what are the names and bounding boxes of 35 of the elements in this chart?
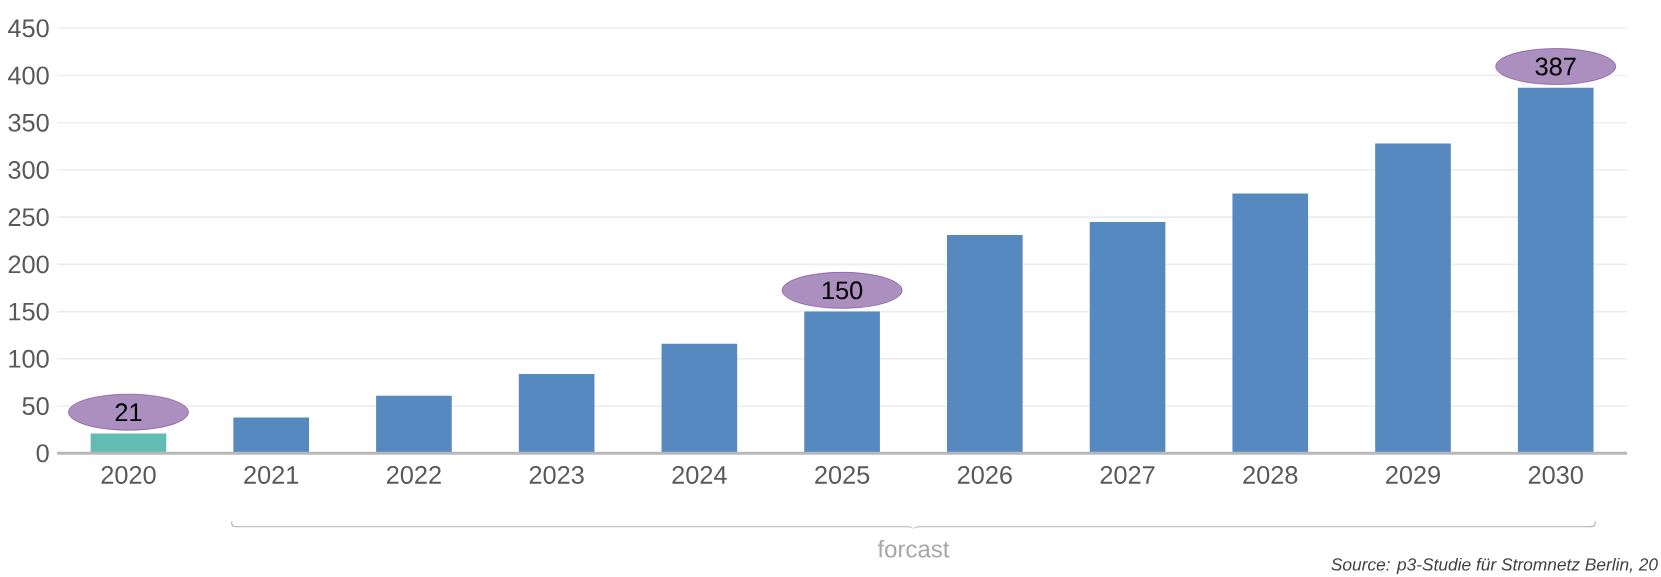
y-tick-label: 300 <box>8 160 49 179</box>
y-tick-label: 450 <box>8 19 49 38</box>
x-tick-label: 2029 <box>1386 465 1440 484</box>
x-tick-label: 2023 <box>529 465 584 484</box>
y-tick-label: 100 <box>9 349 49 368</box>
bar <box>661 343 738 454</box>
text: forcast <box>877 539 950 558</box>
data-label: 21 <box>115 403 142 422</box>
source-note: Source: p3-Studie für Stromnetz Berlin, 20 <box>1331 557 1658 575</box>
bar <box>233 417 310 454</box>
bar <box>1232 193 1309 454</box>
bar <box>947 235 1023 454</box>
x-tick-label: 2020 <box>101 465 156 484</box>
x-tick-label: 2021 <box>244 465 299 484</box>
bar <box>90 433 167 454</box>
x-tick-label: 2025 <box>815 465 870 484</box>
bar <box>518 373 595 454</box>
x-tick-label: 2022 <box>387 465 441 484</box>
bar <box>376 395 452 454</box>
y-tick-label: 200 <box>8 255 49 274</box>
y-tick-label: 0 <box>36 444 49 463</box>
x-tick-label: 2030 <box>1528 465 1583 484</box>
data-label: 150 <box>822 281 863 300</box>
data-label: 387 <box>1535 57 1576 76</box>
y-tick-label: 400 <box>8 66 49 85</box>
bar <box>1375 143 1451 454</box>
x-tick-label: 2026 <box>957 465 1012 484</box>
y-tick-label: 150 <box>9 302 49 321</box>
bar <box>1089 221 1166 454</box>
y-tick-label: 250 <box>8 208 49 227</box>
x-tick-label: 2027 <box>1100 465 1155 484</box>
y-tick-label: 350 <box>8 113 49 132</box>
x-tick-label: 2028 <box>1243 465 1298 484</box>
y-tick-label: 50 <box>22 397 49 416</box>
x-tick-label: 2024 <box>672 465 727 484</box>
